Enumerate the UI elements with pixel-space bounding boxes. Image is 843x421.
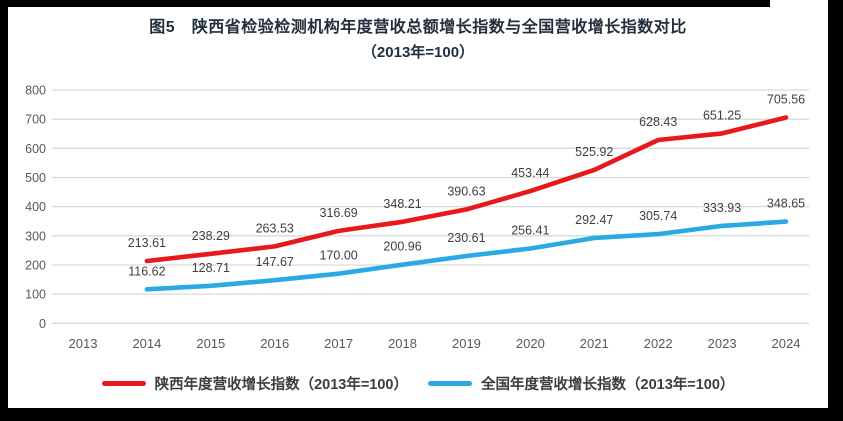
data-label-national: 116.62 [128,264,165,278]
legend-line-marker-shaanxi [101,380,146,386]
x-axis-tick-label: 2024 [772,336,801,351]
x-axis-tick-label: 2021 [580,336,609,351]
data-label-national: 256.41 [511,224,549,238]
y-axis-tick-label: 500 [25,171,46,185]
data-label-national: 128.71 [192,261,230,275]
data-label-shaanxi: 453.44 [511,166,549,180]
data-label-shaanxi: 213.61 [128,236,166,250]
x-axis-tick-label: 2017 [324,336,353,351]
y-axis-tick-label: 400 [25,200,46,214]
data-label-shaanxi: 390.63 [447,184,485,198]
chart-title: 图5 陕西省检验检测机构年度营收总额增长指数与全国营收增长指数对比 （2013年… [10,13,826,62]
window-border-bottom [0,408,843,421]
data-label-national: 200.96 [383,240,421,254]
x-axis-tick-label: 2014 [132,336,161,351]
y-axis-tick-label: 700 [25,113,46,127]
data-label-shaanxi: 525.92 [575,145,613,159]
x-axis-tick-label: 2019 [452,336,481,351]
series-line-national [144,219,789,292]
chart-legend: 陕西年度营收增长指数（2013年=100） 全国年度营收增长指数（2013年=1… [8,371,828,395]
legend-line-marker-national [428,380,472,386]
data-label-national: 170.00 [320,249,358,263]
x-axis-tick-label: 2013 [69,336,98,351]
y-axis-tick-label: 100 [25,288,46,302]
y-axis-tick-label: 0 [39,317,46,331]
data-label-shaanxi: 263.53 [256,221,294,235]
chart-title-line2: （2013年=100） [361,44,475,61]
y-axis-tick-label: 800 [25,84,46,98]
data-label-shaanxi: 238.29 [192,229,230,243]
data-label-shaanxi: 628.43 [639,115,677,129]
data-label-shaanxi: 316.69 [320,206,358,220]
x-axis-tick-label: 2018 [388,336,417,351]
data-label-national: 230.61 [447,231,485,245]
x-axis-tick-label: 2016 [260,336,289,351]
x-axis-tick-label: 2020 [516,336,545,351]
legend-item-shaanxi: 陕西年度营收增长指数（2013年=100） [101,373,408,394]
series-line-shaanxi [144,115,789,264]
data-label-national: 348.65 [767,197,805,211]
x-axis-tick-label: 2022 [644,336,673,351]
window-border-right [828,0,843,421]
y-axis-tick-label: 600 [25,142,46,156]
data-label-national: 333.93 [703,201,741,215]
chart-title-line1: 图5 陕西省检验检测机构年度营收总额增长指数与全国营收增长指数对比 [149,19,687,36]
data-label-shaanxi: 705.56 [767,93,805,107]
legend-item-national: 全国年度营收增长指数（2013年=100） [428,373,734,394]
window-border-top [0,0,770,7]
data-label-shaanxi: 348.21 [383,197,421,211]
y-axis-tick-label: 300 [25,229,46,243]
legend-label-national: 全国年度营收增长指数（2013年=100） [481,376,735,393]
data-label-national: 147.67 [256,255,294,269]
legend-label-shaanxi: 陕西年度营收增长指数（2013年=100） [154,376,408,393]
data-label-national: 292.47 [575,213,613,227]
window-border-left [0,0,8,421]
x-axis-tick-label: 2015 [196,336,225,351]
data-label-shaanxi: 651.25 [703,108,741,122]
x-axis-tick-label: 2023 [708,336,737,351]
y-axis-tick-label: 200 [25,258,46,272]
data-label-national: 305.74 [639,209,677,223]
